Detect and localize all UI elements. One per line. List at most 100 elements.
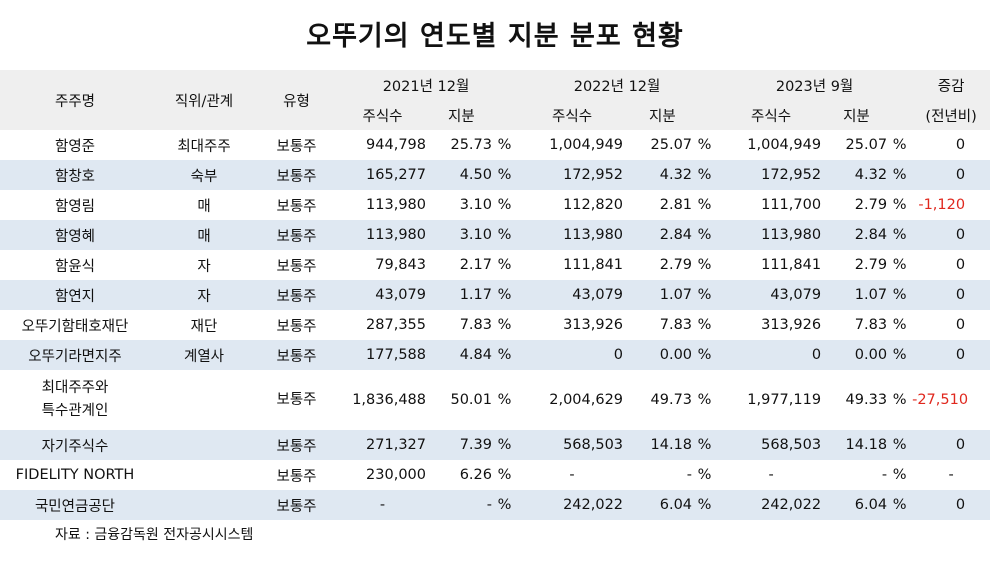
stake-2023-cell: 1.07 [854, 287, 888, 303]
stake-2023-cell: 0.00 [854, 347, 888, 363]
stake-2022-cell: 2.84 [659, 227, 693, 243]
stake-2021-cell: - [486, 497, 492, 513]
stake-2022-cell: 4.32 [659, 167, 693, 183]
stake-2022-cell: 25.07 [650, 137, 693, 153]
table-row: 국민연금공단 보통주 - -% 242,022 6.04% 242,022 6.04% 0 [0, 490, 990, 520]
stake-2021-cell: 7.39 [459, 437, 492, 453]
col-header-shares-2021: 주식수 [362, 108, 403, 125]
stake-2023-cell: 49.33 [845, 391, 888, 408]
unit-2023-cell: % [892, 257, 907, 273]
shares-2021-cell: 165,277 [366, 167, 426, 183]
shares-2022-cell: 313,926 [563, 317, 624, 333]
change-cell: 0 [955, 227, 966, 243]
col-header-2021: 2021년 12월 [382, 78, 470, 95]
unit-2021-cell: % [497, 287, 512, 303]
stake-2021-cell: 25.73 [450, 137, 492, 153]
unit-2021-cell: % [497, 467, 512, 483]
unit-2021-cell: % [497, 167, 512, 183]
table-row: FIDELITY NORTH 보통주 230,000 6.26% - -% - -% - [0, 460, 990, 490]
page-title: 오뚜기의 연도별 지분 분포 현황 [306, 21, 684, 52]
table-row: 오뚜기함태호재단 재단 보통주 287,355 7.83% 313,926 7.83% 313… [0, 310, 990, 340]
col-header-change: 증감 [937, 78, 965, 95]
stake-2023-cell: 14.18 [845, 437, 888, 453]
shareholder-cell: 오뚜기함태호재단 [21, 318, 129, 335]
position-cell [150, 370, 258, 430]
table-row: 함영혜 매 보통주 113,980 3.10% 113,980 2.84% 113,980 2.… [0, 220, 990, 250]
unit-2023-cell: % [892, 497, 907, 513]
shareholder-cell: 오뚜기라면지주 [28, 348, 122, 365]
unit-2021-cell: % [497, 347, 512, 363]
source-note: 자료 : 금융감독원 전자공시시스템 [55, 527, 254, 543]
shares-2022-cell: 1,004,949 [549, 137, 624, 153]
unit-2021-cell: % [497, 227, 512, 243]
stake-2023-cell: 2.84 [854, 227, 888, 243]
unit-2022-cell: % [697, 437, 712, 453]
shares-2023-cell: 43,079 [770, 287, 822, 303]
type-cell: 보통주 [276, 318, 317, 335]
type-cell: 보통주 [276, 138, 317, 155]
shares-2023-cell: 111,841 [761, 257, 822, 273]
stake-2021-cell: 4.84 [459, 347, 492, 363]
shares-2023-cell: 111,700 [761, 197, 822, 213]
unit-2023-cell: % [892, 391, 907, 408]
stake-2023-cell: 2.79 [854, 197, 888, 213]
shares-2021-cell: 287,355 [366, 317, 426, 333]
unit-2021-cell: % [497, 257, 512, 273]
unit-2022-cell: % [697, 317, 712, 333]
table-row: 함영준 최대주주 보통주 944,798 25.73% 1,004,949 25.07% 1,… [0, 130, 990, 160]
unit-2023-cell: % [892, 167, 907, 183]
unit-2023-cell: % [892, 317, 907, 333]
shareholder-cell: 함영림 [54, 198, 96, 215]
stake-2022-cell: 6.04 [659, 497, 693, 513]
position-cell: 자 [197, 258, 211, 275]
change-cell: 0 [955, 317, 966, 333]
change-cell: -1,120 [918, 197, 966, 213]
col-header-type: 유형 [283, 93, 310, 110]
col-header-shares-2022: 주식수 [552, 108, 593, 125]
stake-2021-cell: 1.17 [459, 287, 492, 303]
stake-2023-cell: - [881, 467, 888, 483]
unit-2022-cell: % [697, 347, 712, 363]
position-cell [150, 460, 258, 490]
type-cell: 보통주 [276, 438, 317, 455]
shareholder-cell: FIDELITY NORTH [15, 467, 135, 483]
shares-2023-cell: 0 [811, 347, 822, 363]
table-row: 오뚜기라면지주 계열사 보통주 177,588 4.84% 0 0.00% 0 0.00% 0 [0, 340, 990, 370]
stake-2023-cell: 7.83 [854, 317, 888, 333]
unit-2022-cell: % [697, 167, 712, 183]
shareholder-line: 특수관계인 [41, 403, 109, 419]
unit-2021-cell: % [497, 317, 512, 333]
unit-2023-cell: % [892, 467, 907, 483]
unit-2021-cell: % [497, 391, 512, 408]
col-header-stake-2021: 지분 [448, 108, 475, 125]
unit-2023-cell: % [892, 437, 907, 453]
position-cell: 최대주주 [177, 138, 231, 155]
table-row: 함윤식 자 보통주 79,843 2.17% 111,841 2.79% 111,841 2.7… [0, 250, 990, 280]
type-cell: 보통주 [276, 348, 317, 365]
change-cell: 0 [955, 437, 966, 453]
position-cell: 계열사 [183, 348, 225, 365]
change-cell: - [948, 467, 954, 483]
change-cell: 0 [955, 347, 966, 363]
stake-2022-cell: 14.18 [650, 437, 693, 453]
col-header-shareholder: 주주명 [54, 93, 96, 110]
stake-2021-cell: 4.50 [459, 167, 492, 183]
shares-2022-cell: 113,980 [563, 227, 624, 243]
col-header-stake-2022: 지분 [649, 108, 676, 125]
unit-2021-cell: % [497, 437, 512, 453]
shareholding-table: 주주명 직위/관계 유형 2021년 12월 2022년 12월 2023년 9… [0, 70, 990, 520]
stake-2022-cell: 1.07 [659, 287, 693, 303]
shares-2021-cell: 113,980 [366, 227, 426, 243]
type-cell: 보통주 [276, 168, 317, 185]
shares-2022-cell: 111,841 [563, 257, 624, 273]
shares-2023-cell: 568,503 [761, 437, 822, 453]
unit-2022-cell: % [697, 197, 712, 213]
position-cell: 재단 [190, 318, 218, 335]
shares-2022-cell: 242,022 [563, 497, 624, 513]
position-cell: 매 [197, 198, 211, 215]
stake-2021-cell: 6.26 [459, 467, 492, 483]
stake-2022-cell: 49.73 [650, 391, 693, 408]
header-row-1: 주주명 직위/관계 유형 2021년 12월 2022년 12월 2023년 9… [0, 70, 990, 110]
unit-2022-cell: % [697, 137, 712, 153]
shares-2022-cell: 112,820 [563, 197, 624, 213]
